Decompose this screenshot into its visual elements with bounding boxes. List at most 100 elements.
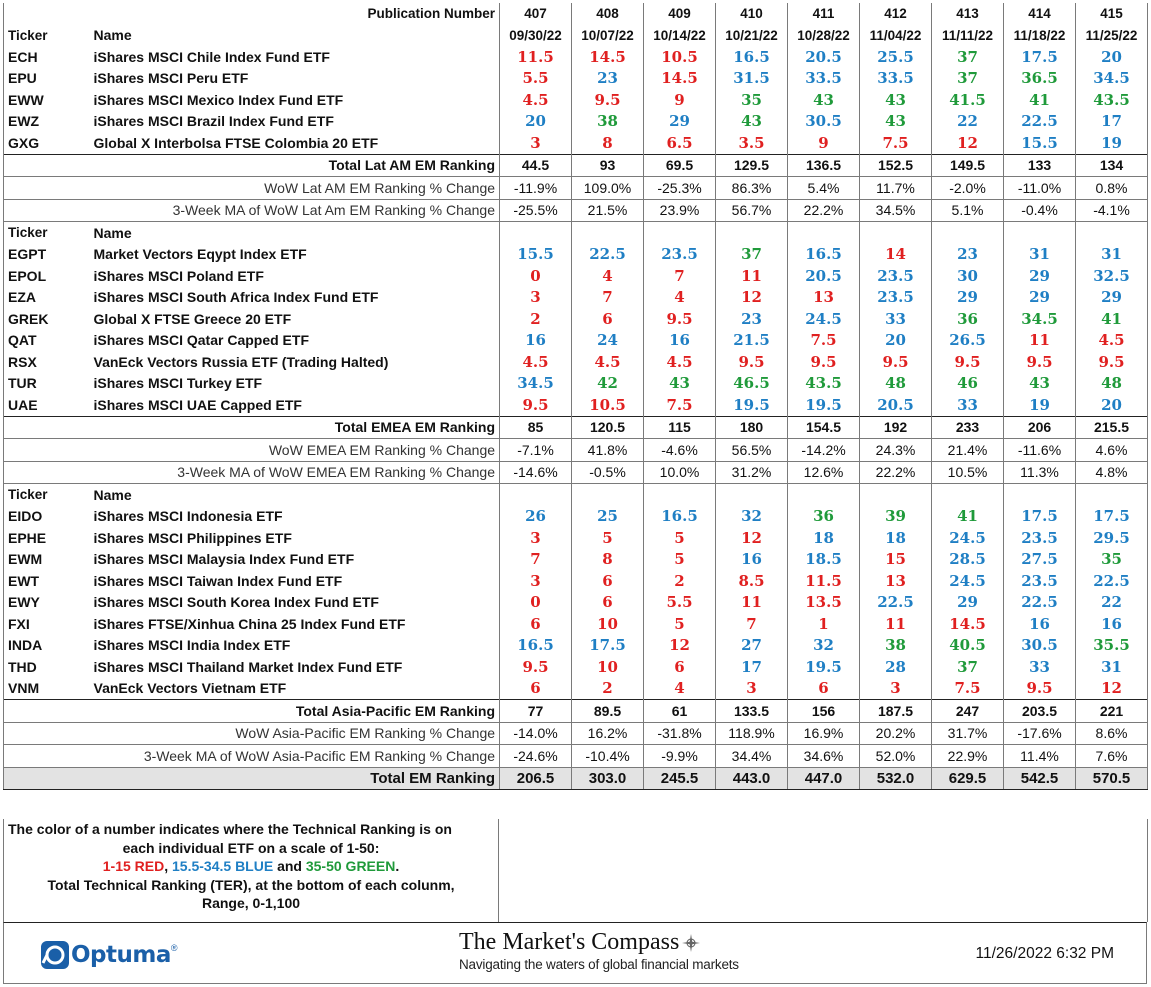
timestamp: 11/26/2022 6:32 PM [975, 945, 1114, 962]
empty-header-cell [787, 221, 861, 244]
compass-icon [682, 934, 701, 953]
three-week-ma-row-value: 34.4% [715, 744, 789, 768]
publication-number: 408 [571, 3, 645, 25]
empty-header-cell [1003, 483, 1077, 506]
ranking-value: 27 [715, 634, 789, 656]
ranking-value: 48 [859, 372, 933, 394]
ranking-value: 23 [571, 67, 645, 89]
ranking-value: 6 [499, 677, 573, 700]
ranking-value: 14 [859, 243, 933, 265]
ranking-value: 6 [643, 656, 717, 678]
etf-row: EWY iShares MSCI South Korea Index Fund E… [3, 591, 1149, 613]
three-week-ma-row-value: 34.6% [787, 744, 861, 768]
etf-name-cell: iShares FTSE/Xinhua China 25 Index Fund … [89, 613, 501, 635]
ranking-value: 4 [643, 286, 717, 308]
ranking-value: 17.5 [1003, 505, 1077, 527]
ranking-value: 46 [931, 372, 1005, 394]
ranking-value: 20.5 [787, 46, 861, 68]
ranking-value: 37 [931, 67, 1005, 89]
ticker-cell: EWZ [3, 110, 90, 132]
ranking-value: 34.5 [1003, 308, 1077, 330]
wow-change-row-value: -31.8% [643, 722, 717, 745]
three-week-ma-row-value: 5.1% [931, 199, 1005, 222]
ranking-value: 15 [859, 548, 933, 570]
ranking-value: 5.5 [499, 67, 573, 89]
ranking-value: 39 [859, 505, 933, 527]
total-ranking-row-value: 129.5 [715, 153, 789, 177]
ranking-value: 38 [571, 110, 645, 132]
ranking-value: 9 [643, 89, 717, 111]
optuma-logo-icon [41, 941, 69, 969]
etf-row: EWZ iShares MSCI Brazil Index Fund ETF 20 3… [3, 110, 1149, 132]
etf-name-cell: VanEck Vectors Vietnam ETF [89, 677, 501, 700]
ranking-value: 9.5 [715, 351, 789, 373]
three-week-ma-row-value: 22.2% [859, 461, 933, 484]
total-ranking-row-value: 221 [1075, 699, 1149, 723]
etf-row: EGPT Market Vectors Eqypt Index ETF 15.5 22… [3, 243, 1149, 265]
etf-name-cell: iShares MSCI Chile Index Fund ETF [89, 46, 501, 68]
ranking-value: 11 [715, 591, 789, 613]
ranking-value: 10 [571, 656, 645, 678]
ranking-value: 7 [643, 265, 717, 287]
ranking-value: 30.5 [787, 110, 861, 132]
etf-name-cell: Global X FTSE Greece 20 ETF [89, 308, 501, 330]
wow-change-row-value: 86.3% [715, 176, 789, 200]
date-column-header: 10/14/22 [643, 24, 717, 46]
ranking-value: 3 [499, 570, 573, 592]
ranking-value: 19.5 [787, 656, 861, 678]
empty-header-cell [859, 483, 933, 506]
ranking-value: 12 [643, 634, 717, 656]
ranking-value: 22.5 [571, 243, 645, 265]
ranking-value: 0 [499, 265, 573, 287]
ranking-value: 6 [571, 570, 645, 592]
legend-line-3: 1-15 RED, 15.5-34.5 BLUE and 35-50 GREEN… [102, 858, 400, 874]
wow-change-row-value: -7.1% [499, 438, 573, 462]
ranking-value: 16 [499, 329, 573, 351]
wow-change-row-value: -11.0% [1003, 176, 1077, 200]
wow-change-row-value: 24.3% [859, 438, 933, 462]
total-ranking-row-value: 61 [643, 699, 717, 723]
etf-name-cell: VanEck Vectors Russia ETF (Trading Halte… [89, 351, 501, 373]
wow-change-row-value: 56.5% [715, 438, 789, 462]
ranking-value: 3 [499, 527, 573, 549]
ranking-value: 34.5 [1075, 67, 1149, 89]
ranking-value: 20.5 [859, 394, 933, 416]
ranking-value: 7 [499, 548, 573, 570]
etf-name-cell: iShares MSCI Peru ETF [89, 67, 501, 89]
ranking-value: 19 [1003, 394, 1077, 416]
total-ranking-row-value: 69.5 [643, 153, 717, 177]
etf-row: EWT iShares MSCI Taiwan Index Fund ETF 3 6 2… [3, 570, 1149, 592]
wow-change-row-value: 31.7% [931, 722, 1005, 745]
etf-row: EZA iShares MSCI South Africa Index Fund … [3, 286, 1149, 308]
etf-row: RSX VanEck Vectors Russia ETF (Trading Ha… [3, 351, 1149, 373]
ticker-cell: EPU [3, 67, 90, 89]
etf-row: TUR iShares MSCI Turkey ETF 34.5 42 43 46.5 43… [3, 372, 1149, 394]
ranking-value: 13.5 [787, 591, 861, 613]
grand-total-value: 245.5 [643, 766, 717, 790]
empty-header-cell [499, 221, 573, 244]
total-ranking-row-value: 77 [499, 699, 573, 723]
three-week-ma-row: 3-Week MA of WoW Asia-Pacific EM Ranking… [2, 744, 1149, 768]
ranking-value: 22.5 [1003, 591, 1077, 613]
total-ranking-row-value: 203.5 [1003, 699, 1077, 723]
total-ranking-row-value: 154.5 [787, 415, 861, 439]
ranking-value: 9 [787, 132, 861, 154]
grand-total-value: 447.0 [787, 766, 861, 790]
ranking-value: 7 [715, 613, 789, 635]
ranking-value: 21.5 [715, 329, 789, 351]
three-week-ma-row-value: 22.2% [787, 199, 861, 222]
ranking-value: 25 [571, 505, 645, 527]
brand-title: The Market's Compass [459, 929, 779, 956]
publication-number: 414 [1003, 3, 1077, 25]
ranking-value: 13 [787, 286, 861, 308]
three-week-ma-row-value: 21.5% [571, 199, 645, 222]
wow-change-row-value: -17.6% [1003, 722, 1077, 745]
ranking-value: 0 [499, 591, 573, 613]
ranking-value: 17.5 [1075, 505, 1149, 527]
three-week-ma-row: 3-Week MA of WoW Lat Am EM Ranking % Cha… [2, 199, 1149, 222]
total-ranking-row-value: 180 [715, 415, 789, 439]
ranking-value: 11 [859, 613, 933, 635]
ranking-value: 30.5 [1003, 634, 1077, 656]
total-ranking-row-value: 133.5 [715, 699, 789, 723]
ranking-value: 3.5 [715, 132, 789, 154]
